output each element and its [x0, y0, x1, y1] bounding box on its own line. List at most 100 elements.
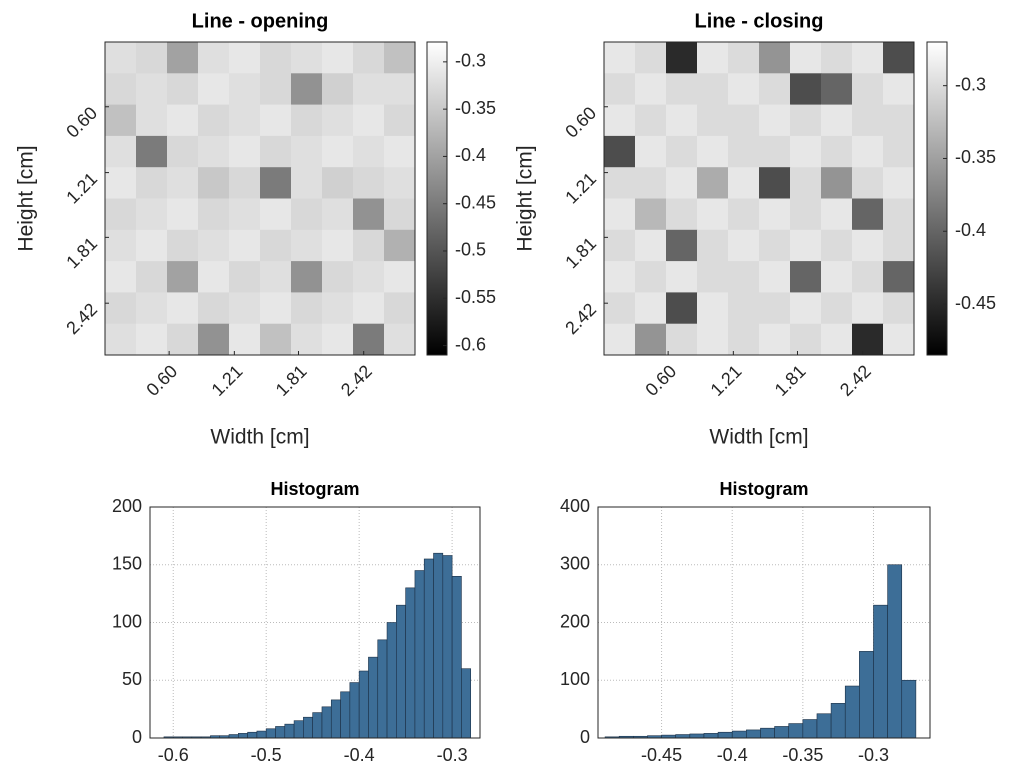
histogram-bar [321, 706, 332, 739]
heatmap-cell [291, 135, 323, 168]
histogram-bar [689, 733, 705, 739]
heatmap-cell [790, 73, 822, 106]
heatmap-cell [167, 198, 199, 231]
heatmap-cell [728, 292, 760, 325]
heatmap-cell [883, 42, 915, 74]
heatmap-cell [604, 229, 636, 262]
heatmap-cell [136, 198, 168, 231]
heatmap-cell [635, 104, 667, 137]
heatmap-cell [883, 261, 915, 293]
heatmap-cell [666, 292, 698, 325]
heatmap-cell [105, 73, 137, 106]
heatmap-cell [728, 135, 760, 168]
colorbar-tick-label: -0.5 [455, 240, 486, 260]
heatmap-cell [291, 73, 323, 106]
histogram-bar [358, 670, 369, 739]
heatmap-cell [291, 198, 323, 231]
x-tick-label: -0.5 [251, 745, 282, 765]
heatmap-cell [852, 73, 884, 106]
heatmap-cell [229, 167, 261, 199]
histogram-bar [442, 555, 453, 739]
heatmap-cell [198, 261, 230, 293]
heatmap-cell [322, 323, 354, 356]
heatmap-cell [604, 73, 636, 106]
heatmap-cell [105, 323, 137, 356]
heatmap-cell [697, 229, 729, 262]
heatmap-cell [728, 104, 760, 137]
histogram-bar [731, 730, 747, 739]
heatmap-cell [105, 229, 137, 262]
histogram-bar [405, 587, 416, 739]
plot-frame [603, 41, 915, 356]
heatmap-cell [666, 135, 698, 168]
colorbar-tick-label: -0.45 [955, 293, 996, 313]
chart-title: Histogram [719, 479, 808, 499]
chart-title: Line - opening [192, 10, 329, 32]
histogram-bar [717, 731, 733, 739]
heatmap-cell [229, 73, 261, 106]
heatmap-cell [105, 261, 137, 293]
heatmap-cell [604, 261, 636, 293]
y-tick-label: 100 [112, 611, 142, 631]
heatmap-cell [353, 292, 385, 325]
heatmap-cell [790, 292, 822, 325]
x-tick-label: -0.35 [782, 745, 823, 765]
heatmap-cell [353, 229, 385, 262]
heatmap-cell [759, 73, 791, 106]
heatmap-cell [167, 73, 199, 106]
heatmap-cell [697, 73, 729, 106]
heatmap-cell [604, 323, 636, 356]
x-tick-label: 0.60 [641, 361, 680, 400]
heatmap-cell [229, 261, 261, 293]
heatmap-cell [167, 229, 199, 262]
x-tick-label: 2.42 [337, 361, 376, 400]
heatmap-cell [635, 323, 667, 356]
heatmap-cell [697, 135, 729, 168]
heatmap-cell [883, 73, 915, 106]
heatmap-cell [167, 104, 199, 137]
heatmap-cell [728, 167, 760, 199]
colorbar-tick-label: -0.4 [955, 220, 986, 240]
histogram-bar [901, 679, 917, 739]
y-tick-label: 100 [560, 669, 590, 689]
colorbar-tick-label: -0.3 [955, 74, 986, 94]
y-axis-label: Height [cm] [514, 145, 537, 251]
heatmap-cell [384, 135, 416, 168]
colorbar-tick-label: -0.35 [455, 98, 496, 118]
heatmap-cell [635, 229, 667, 262]
heatmap-cell [384, 261, 416, 293]
heatmap-cell [883, 198, 915, 231]
x-axis-label: Width [cm] [709, 426, 808, 449]
heatmap-cell [604, 167, 636, 199]
heatmap-cell [697, 104, 729, 137]
histogram-bar [228, 734, 239, 739]
histogram-bar [275, 726, 286, 739]
heatmap-cell [697, 261, 729, 293]
histogram-bar [284, 723, 295, 739]
y-tick-label: 1.81 [561, 233, 600, 272]
heatmap-cell [852, 229, 884, 262]
histogram-bar [859, 651, 874, 739]
heatmap-cell [821, 42, 853, 74]
heatmap-cell [229, 323, 261, 356]
heatmap-cell [759, 42, 791, 74]
histogram-bar [887, 564, 903, 739]
heatmap-cell [260, 104, 292, 137]
heatmap-cell [852, 323, 884, 356]
heatmap-cell [666, 229, 698, 262]
heatmap-cell [322, 73, 354, 106]
plot-frame [104, 41, 416, 356]
heatmap-cell [384, 323, 416, 356]
histogram-bar [433, 552, 444, 739]
heatmap-cell [728, 261, 760, 293]
colorbar-tick-label: -0.4 [455, 145, 486, 165]
histogram-bar [461, 668, 472, 739]
y-tick-label: 400 [560, 496, 590, 516]
histogram-bar [788, 723, 804, 739]
y-tick-label: 200 [560, 611, 590, 631]
heatmap-cell [229, 42, 261, 74]
heatmap-cell [883, 104, 915, 137]
y-tick-label: 1.81 [62, 233, 101, 272]
heatmap-cell [198, 198, 230, 231]
